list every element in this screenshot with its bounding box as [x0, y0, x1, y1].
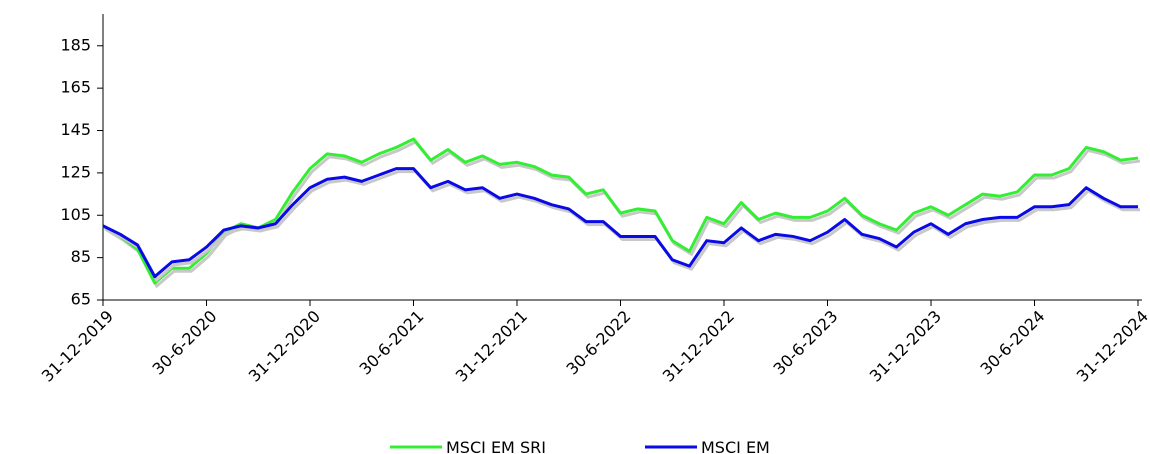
y-tick-label: 65 [71, 290, 91, 309]
y-tick-label: 85 [71, 247, 91, 266]
y-tick-label: 165 [60, 78, 91, 97]
series-line [102, 137, 1139, 285]
x-tick-label: 31-12-2019 [38, 307, 117, 386]
y-tick-label: 185 [60, 35, 91, 54]
x-tick-label: 30-6-2020 [149, 307, 221, 379]
y-tick-label: 125 [60, 162, 91, 181]
legend-label: MSCI EM [701, 438, 770, 454]
x-tick-label: 31-12-2022 [659, 307, 738, 386]
x-tick-label: 31-12-2023 [866, 307, 945, 386]
x-tick-label: 31-12-2024 [1073, 307, 1150, 386]
x-tick-label: 30-6-2024 [977, 307, 1049, 379]
x-tick-label: 31-12-2021 [452, 307, 531, 386]
x-tick-label: 30-6-2022 [563, 307, 635, 379]
x-tick-label: 30-6-2023 [770, 307, 842, 379]
line-shadow [104, 170, 1140, 283]
x-tick-label: 30-6-2021 [356, 307, 428, 379]
y-tick-label: 145 [60, 120, 91, 139]
x-tick-label: 31-12-2020 [245, 307, 324, 386]
y-tick-label: 105 [60, 205, 91, 224]
legend-label: MSCI EM SRI [446, 438, 546, 454]
series-line [102, 167, 1138, 279]
